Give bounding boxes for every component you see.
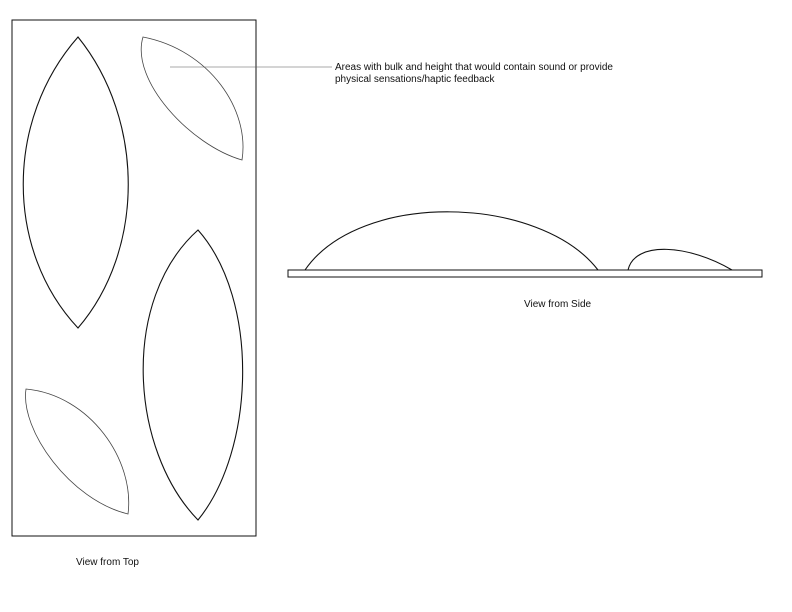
leaf-shape-diagonal-lower [25,388,130,515]
callout-line-1: Areas with bulk and height that would co… [335,62,613,73]
leaf-shape-large-lower [142,229,244,521]
callout-line-2: physical sensations/haptic feedback [335,74,495,85]
leaf-shape-diagonal-upper [140,36,244,161]
side-view-caption: View from Side [524,299,592,310]
side-view-base [287,269,763,278]
top-view-frame [11,19,257,537]
side-view-large-dome [304,211,599,271]
callout-text: Areas with bulk and height that would co… [335,62,665,86]
top-view-caption: View from Top [76,557,139,568]
leaf-shape-large-upper [22,36,129,329]
side-view-small-dome [627,248,733,271]
